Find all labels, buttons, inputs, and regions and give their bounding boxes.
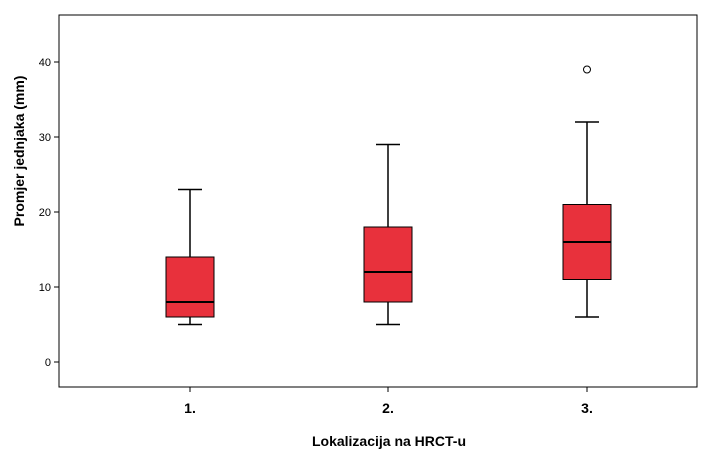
box-group-2 xyxy=(363,143,413,326)
y-tick-label: 20 xyxy=(39,207,51,219)
box-group-1 xyxy=(165,188,215,326)
iqr-box xyxy=(165,256,215,318)
plot-area-frame xyxy=(58,14,698,388)
y-tick-label: 30 xyxy=(39,132,51,144)
y-axis: 0 10 20 30 40 xyxy=(39,57,59,369)
x-tick-label: 2. xyxy=(382,400,394,416)
x-axis-title: Lokalizacija na HRCT-u xyxy=(312,433,466,449)
y-tick-label: 10 xyxy=(39,282,51,294)
x-axis: 1. 2. 3. xyxy=(184,387,593,416)
x-tick-label: 3. xyxy=(581,400,593,416)
y-tick-label: 0 xyxy=(45,357,51,369)
box-series xyxy=(165,65,612,326)
outlier-point xyxy=(583,65,591,74)
y-axis-title: Promjer jednjaka (mm) xyxy=(11,76,27,227)
box-group-3 xyxy=(562,65,612,318)
iqr-box xyxy=(363,226,413,303)
y-tick-label: 40 xyxy=(39,57,51,69)
x-tick-label: 1. xyxy=(184,400,196,416)
